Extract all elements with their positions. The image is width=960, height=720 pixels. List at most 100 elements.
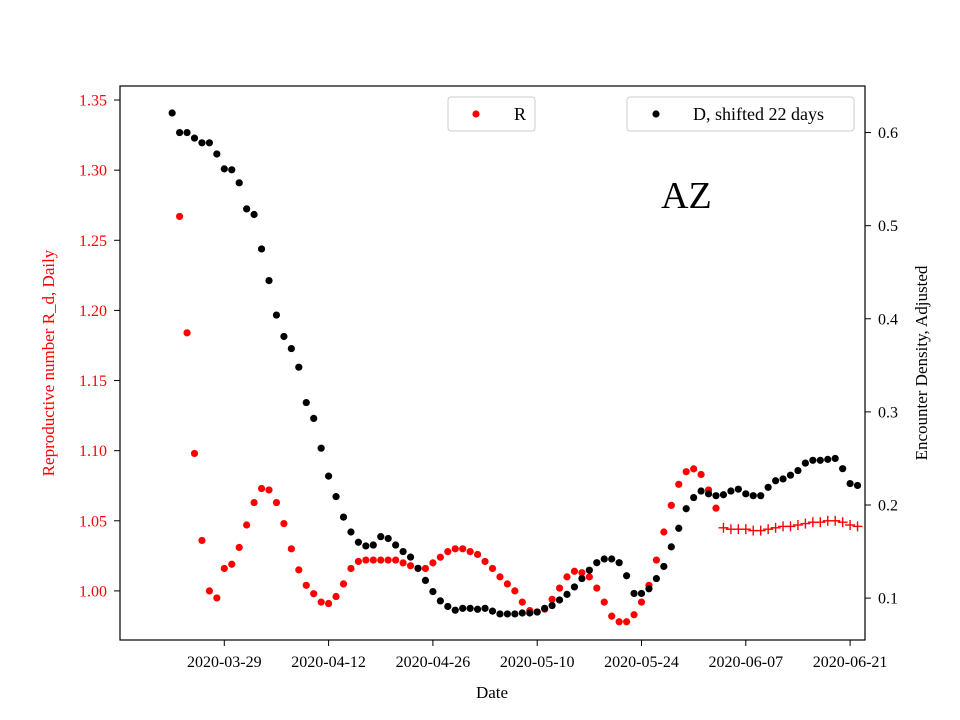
data-point bbox=[287, 545, 295, 553]
data-point bbox=[377, 556, 385, 564]
y-left-tick-label: 1.05 bbox=[79, 513, 107, 530]
data-marks bbox=[168, 109, 863, 626]
data-point bbox=[250, 210, 258, 219]
data-point bbox=[660, 528, 668, 536]
y-right-tick-label: 0.4 bbox=[878, 311, 898, 328]
data-point bbox=[526, 609, 534, 617]
data-point bbox=[615, 618, 623, 626]
y-right-tick-label: 0.3 bbox=[878, 404, 898, 421]
y-axis-left-title: Reproductive number R_d, Daily bbox=[39, 249, 58, 476]
data-point bbox=[392, 556, 400, 564]
data-point bbox=[548, 595, 556, 603]
data-point bbox=[853, 481, 862, 490]
data-point bbox=[436, 597, 444, 605]
data-point bbox=[481, 604, 489, 612]
data-point bbox=[243, 521, 251, 529]
x-tick-label: 2020-05-10 bbox=[500, 654, 575, 671]
data-point bbox=[570, 567, 579, 575]
data-point-plus bbox=[837, 517, 848, 528]
data-point bbox=[317, 444, 325, 452]
data-point bbox=[690, 465, 698, 473]
data-point bbox=[570, 583, 579, 591]
data-point bbox=[406, 562, 415, 570]
data-point bbox=[280, 519, 288, 528]
data-point bbox=[362, 556, 370, 564]
data-point bbox=[831, 454, 839, 463]
x-tick-label: 2020-05-24 bbox=[604, 654, 679, 671]
data-point bbox=[615, 559, 623, 567]
y-right-tick-label: 0.6 bbox=[878, 125, 898, 142]
data-point-plus bbox=[852, 521, 863, 532]
data-point-plus bbox=[785, 521, 796, 532]
data-point bbox=[645, 585, 653, 593]
y-right-tick-label: 0.2 bbox=[878, 497, 898, 514]
data-point bbox=[399, 559, 407, 567]
data-point bbox=[563, 590, 571, 598]
data-point bbox=[436, 553, 444, 561]
data-point bbox=[392, 541, 400, 549]
data-point bbox=[712, 504, 720, 512]
data-point bbox=[600, 555, 608, 563]
data-point bbox=[555, 596, 564, 604]
data-point bbox=[317, 598, 325, 606]
data-point bbox=[652, 574, 661, 583]
data-point bbox=[399, 547, 407, 556]
x-tick-label: 2020-03-29 bbox=[187, 654, 262, 671]
data-point bbox=[295, 566, 303, 574]
series-d-shifted-22-days bbox=[168, 109, 862, 618]
data-point bbox=[421, 564, 430, 573]
data-point bbox=[563, 573, 571, 581]
data-point bbox=[533, 608, 541, 616]
data-point bbox=[623, 572, 631, 580]
data-point bbox=[578, 574, 586, 583]
y-left-tick-label: 1.10 bbox=[79, 443, 107, 460]
data-point bbox=[250, 498, 258, 507]
data-point-plus bbox=[740, 524, 751, 535]
data-point bbox=[228, 166, 236, 174]
data-point bbox=[488, 564, 497, 573]
data-point bbox=[496, 573, 504, 581]
y-axis-right-title: Encounter Density, Adjusted bbox=[912, 265, 931, 460]
data-point bbox=[198, 536, 206, 545]
data-point bbox=[630, 589, 638, 598]
data-point bbox=[608, 555, 616, 563]
y-axis-left: 1.00 1.05 1.10 1.15 1.20 1.25 1.30 1.35 bbox=[79, 93, 120, 600]
data-point bbox=[198, 139, 206, 147]
y-axis-right: 0.1 0.2 0.3 0.4 0.5 0.6 bbox=[865, 125, 898, 608]
data-point bbox=[414, 564, 422, 572]
data-point bbox=[451, 606, 459, 614]
data-point bbox=[503, 610, 511, 618]
data-point bbox=[630, 611, 638, 619]
y-left-tick-label: 1.20 bbox=[79, 303, 107, 320]
legend-r: R bbox=[447, 96, 536, 132]
x-tick-label: 2020-04-26 bbox=[396, 654, 471, 671]
legend-r-box bbox=[447, 96, 536, 132]
data-point bbox=[176, 212, 184, 221]
data-point bbox=[682, 468, 690, 476]
data-point bbox=[421, 576, 430, 585]
data-point bbox=[764, 483, 772, 491]
data-point bbox=[257, 245, 266, 253]
data-point-plus bbox=[815, 517, 826, 528]
data-point bbox=[697, 470, 705, 479]
data-point bbox=[265, 486, 273, 494]
data-point bbox=[369, 541, 377, 549]
plot-frame bbox=[119, 85, 866, 641]
data-point bbox=[593, 559, 601, 567]
data-point bbox=[369, 556, 377, 564]
data-point bbox=[287, 344, 295, 353]
data-point bbox=[429, 587, 437, 596]
y-right-tick-label: 0.5 bbox=[878, 218, 898, 235]
legend-d-box bbox=[626, 96, 855, 132]
data-point bbox=[637, 589, 646, 598]
legend-r-label: R bbox=[514, 104, 526, 124]
data-point bbox=[347, 564, 355, 573]
data-point bbox=[623, 618, 631, 626]
data-point bbox=[444, 548, 452, 556]
legend-d: D, shifted 22 days bbox=[626, 96, 855, 132]
data-point bbox=[585, 573, 593, 581]
data-point bbox=[168, 109, 176, 117]
data-point bbox=[474, 605, 482, 613]
y-left-tick-label: 1.30 bbox=[79, 163, 107, 180]
data-point bbox=[384, 534, 392, 543]
